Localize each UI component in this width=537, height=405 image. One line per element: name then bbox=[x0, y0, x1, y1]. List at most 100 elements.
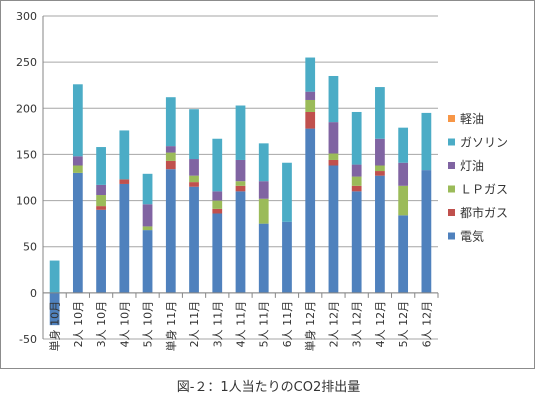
x-category-label: 3人 10月 bbox=[95, 301, 108, 348]
x-category-label: 単身 11月 bbox=[164, 301, 178, 352]
bar-segment bbox=[398, 185, 409, 216]
x-category-label: 4人 11月 bbox=[235, 301, 248, 348]
bar-segment bbox=[189, 175, 199, 183]
legend-swatch bbox=[448, 115, 455, 122]
bar-segment bbox=[165, 152, 176, 161]
bar-segment bbox=[235, 185, 246, 192]
y-tick-label: 50 bbox=[23, 241, 37, 254]
bar-segment bbox=[328, 159, 339, 166]
bar-segment bbox=[305, 111, 316, 129]
bar-segment bbox=[305, 57, 316, 92]
bar-segment bbox=[142, 230, 153, 293]
bar-segment bbox=[351, 176, 362, 186]
y-tick-label: 0 bbox=[30, 287, 37, 300]
legend-label: 都市ガス bbox=[460, 205, 508, 220]
bar-segment bbox=[212, 208, 223, 214]
x-category-label: 2人 11月 bbox=[188, 301, 201, 348]
y-tick-label: -50 bbox=[19, 333, 37, 346]
legend-label: 灯油 bbox=[460, 159, 484, 173]
x-category-label: 3人 12月 bbox=[351, 301, 364, 348]
bar-segment bbox=[235, 105, 246, 160]
bar-segment bbox=[235, 181, 246, 186]
legend-swatch bbox=[448, 162, 455, 169]
legend-swatch bbox=[448, 138, 455, 146]
bar-segment bbox=[212, 138, 223, 192]
bar-segment bbox=[72, 165, 83, 173]
bar-segment bbox=[398, 127, 409, 163]
x-category-label: 6人 11月 bbox=[281, 301, 294, 348]
bar-segment bbox=[351, 185, 362, 192]
bar-segment bbox=[375, 165, 385, 172]
bar-segment bbox=[351, 164, 362, 177]
x-category-label: 2人 12月 bbox=[327, 301, 340, 348]
bar-segment bbox=[165, 169, 176, 293]
x-category-label: 2人 10月 bbox=[72, 301, 85, 348]
bar-segment bbox=[72, 172, 83, 293]
axes: -50 0 50 100 150 200 250 300 単身 10月 2人 10月 3人 10月 4… bbox=[16, 10, 439, 352]
bar-segment bbox=[165, 160, 176, 170]
bar-segment bbox=[212, 213, 223, 293]
bar-segment bbox=[96, 184, 106, 196]
bar-segment bbox=[258, 198, 269, 224]
bar-segment bbox=[142, 173, 153, 205]
bar-segment bbox=[212, 191, 223, 201]
bar-segment bbox=[96, 206, 106, 210]
legend-swatch bbox=[448, 209, 455, 216]
chart-frame: -50 0 50 100 150 200 250 300 単身 10月 2人 10月 3人 10月 4… bbox=[0, 0, 535, 369]
legend-label: 軽油 bbox=[460, 112, 484, 126]
x-category-label: 6人 12月 bbox=[420, 301, 433, 348]
bar-segment bbox=[421, 170, 432, 293]
bar-segment bbox=[189, 186, 199, 293]
bar-segment bbox=[189, 159, 199, 176]
x-category-label: 5人 11月 bbox=[258, 301, 271, 348]
bar-segment bbox=[49, 260, 60, 293]
bar-segment bbox=[72, 84, 83, 157]
bar-segment bbox=[165, 146, 176, 153]
bars bbox=[49, 57, 432, 326]
bar-segment bbox=[142, 226, 153, 231]
bar-segment bbox=[375, 171, 385, 176]
bar-segment bbox=[282, 162, 292, 222]
x-category-label: 単身 12月 bbox=[303, 301, 317, 352]
bar-segment bbox=[305, 99, 316, 112]
bar-segment bbox=[235, 159, 246, 182]
bar-segment bbox=[305, 128, 316, 293]
x-category-label: 3人 11月 bbox=[211, 301, 224, 348]
bar-segment bbox=[212, 200, 223, 209]
x-category-label: 5人 12月 bbox=[397, 301, 410, 348]
bar-segment bbox=[375, 138, 385, 166]
bar-segment bbox=[189, 182, 199, 187]
bar-segment bbox=[328, 165, 339, 293]
bar-segment bbox=[398, 215, 409, 293]
bar-segment bbox=[351, 111, 362, 165]
bar-segment bbox=[351, 191, 362, 293]
bar-segment bbox=[96, 195, 106, 207]
bar-segment bbox=[258, 181, 269, 199]
y-tick-label: 300 bbox=[16, 10, 37, 23]
y-tick-label: 150 bbox=[16, 148, 37, 161]
bar-segment bbox=[421, 112, 432, 171]
bar-segment bbox=[96, 147, 106, 185]
x-category-label: 4人 10月 bbox=[118, 301, 131, 348]
bar-segment bbox=[328, 122, 339, 154]
bar-segment bbox=[165, 97, 176, 147]
bar-segment bbox=[189, 109, 199, 160]
bar-segment bbox=[375, 87, 385, 139]
bar-segment bbox=[72, 156, 83, 166]
bar-segment bbox=[398, 162, 409, 186]
y-tick-label: 250 bbox=[16, 56, 37, 69]
legend-label: 電気 bbox=[460, 229, 484, 244]
bar-segment bbox=[119, 183, 130, 293]
legend-label: ＬＰガス bbox=[460, 183, 508, 197]
bar-segment bbox=[119, 130, 130, 180]
bar-segment bbox=[375, 175, 385, 293]
bar-segment bbox=[142, 204, 153, 227]
bar-segment bbox=[305, 91, 316, 100]
bar-segment bbox=[49, 292, 60, 326]
stacked-bar-chart: -50 0 50 100 150 200 250 300 単身 10月 2人 10月 3人 10月 4… bbox=[16, 10, 508, 352]
y-tick-label: 200 bbox=[16, 102, 37, 115]
x-category-label: 4人 12月 bbox=[374, 301, 387, 348]
y-tick-label: 100 bbox=[16, 195, 37, 208]
bar-segment bbox=[258, 143, 269, 182]
